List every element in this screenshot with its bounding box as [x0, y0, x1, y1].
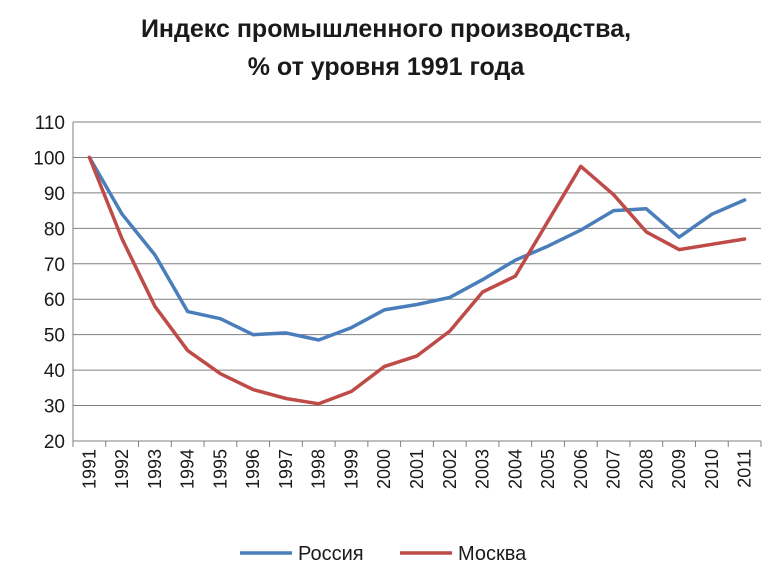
y-tick-label: 50	[44, 326, 65, 347]
x-tick-label: 2007	[604, 449, 624, 489]
x-tick-label: 2000	[374, 449, 394, 489]
x-tick-label: 1994	[178, 449, 198, 489]
x-tick-label: 1993	[145, 449, 165, 489]
x-tick-label: 2006	[571, 449, 591, 489]
x-tick-label: 2002	[440, 449, 460, 489]
y-tick-label: 80	[44, 219, 65, 240]
chart-title-line1: Индекс промышленного производства,	[140, 15, 632, 43]
series-line-2	[87, 155, 747, 406]
y-tick-label: 40	[44, 361, 65, 382]
series-line-1	[87, 155, 747, 342]
y-tick-label: 110	[35, 113, 65, 134]
x-tick-label: 2010	[702, 449, 722, 489]
x-tick-label: 2004	[505, 449, 525, 489]
x-tick-label: 1998	[309, 449, 329, 489]
x-tick-label: 2008	[636, 449, 656, 489]
legend-label: Москва	[458, 543, 527, 565]
x-tick-label: 1992	[112, 449, 132, 489]
legend-label: Россия	[298, 543, 364, 565]
y-tick-label: 60	[44, 290, 65, 311]
x-tick-label: 2003	[473, 449, 493, 489]
y-tick-label: 20	[44, 432, 65, 453]
y-tick-label: 70	[44, 255, 65, 276]
y-tick-label: 90	[44, 184, 65, 205]
x-tick-label: 2011	[735, 449, 755, 488]
chart-title-line2: % от уровня 1991 года	[247, 53, 525, 81]
x-tick-label: 2001	[407, 449, 427, 489]
x-tick-label: 1996	[243, 449, 263, 489]
x-tick-label: 1997	[276, 449, 296, 489]
x-tick-label: 2005	[538, 449, 558, 489]
x-tick-label: 1995	[210, 449, 230, 489]
y-tick-label: 100	[33, 148, 65, 169]
x-tick-label: 1999	[341, 449, 361, 489]
chart-title: Индекс промышленного производства, % от …	[0, 10, 772, 86]
x-tick-label: 2009	[669, 449, 689, 489]
y-tick-label: 30	[44, 397, 65, 418]
x-tick-label: 1991	[79, 449, 99, 489]
